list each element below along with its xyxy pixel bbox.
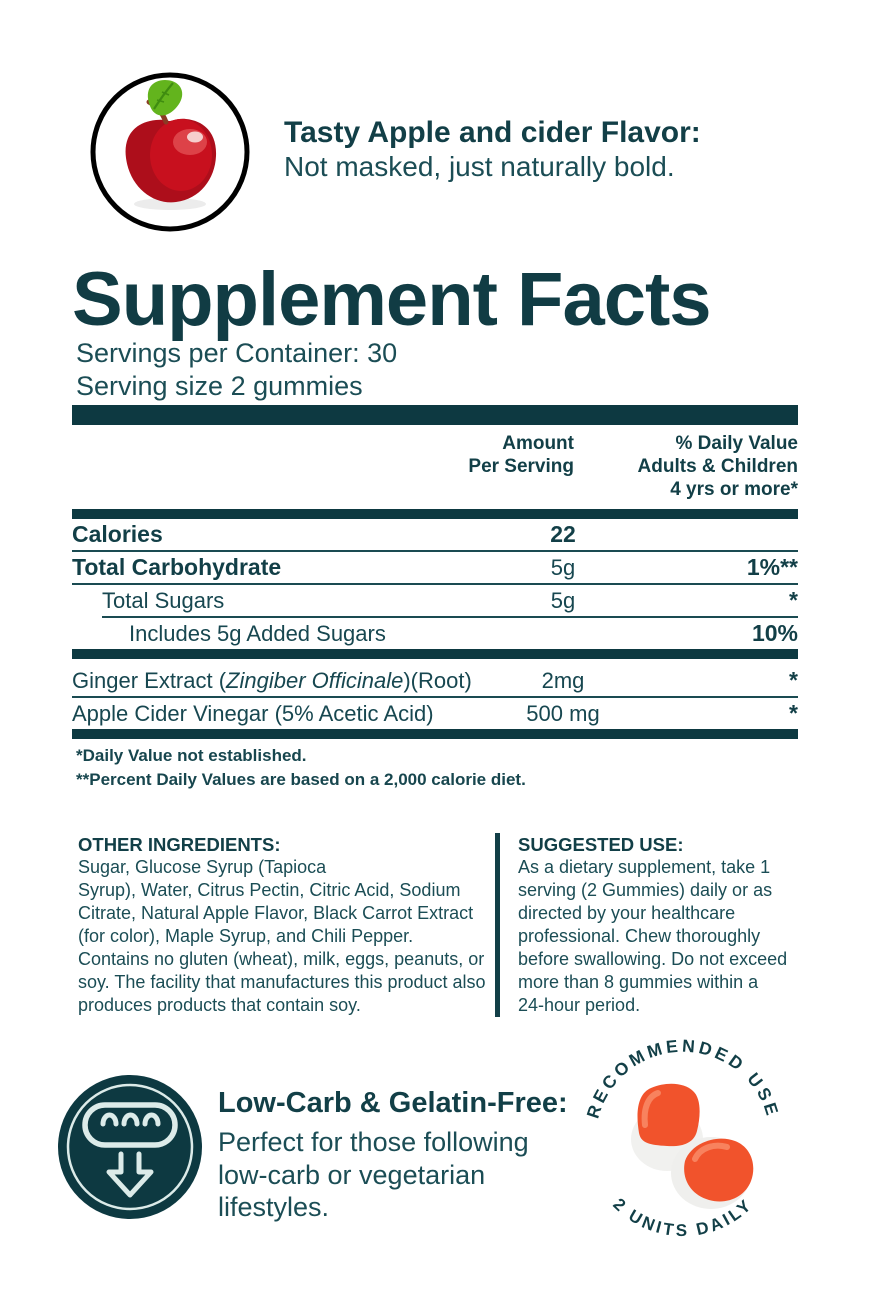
row-name-italic: Zingiber Officinale (226, 667, 404, 693)
apple-photo-icon (90, 72, 250, 232)
servings-block: Servings per Container: 30 Serving size … (76, 337, 397, 403)
serving-size: Serving size 2 gummies (76, 371, 363, 401)
row-name: Total Sugars (102, 587, 225, 613)
table-top-bar (72, 405, 798, 425)
low-carb-text-block: Low-Carb & Gelatin-Free: Perfect for tho… (218, 1086, 568, 1224)
row-divider (72, 550, 798, 552)
row-daily-value: * (789, 700, 798, 726)
footnote-percent-daily-values: **Percent Daily Values are based on a 2,… (76, 769, 526, 789)
low-carb-body: Perfect for those following low-carb or … (218, 1127, 529, 1222)
table-row-total-sugars: Total Sugars 5g * (72, 585, 798, 616)
table-row-ginger-extract: Ginger Extract (Zingiber Officinale)(Roo… (72, 665, 798, 696)
row-name: Total Carbohydrate (72, 554, 282, 580)
other-ingredients-heading: OTHER INGREDIENTS: (78, 834, 281, 855)
row-amount: 5g (550, 554, 576, 580)
flavor-subtitle: Not masked, just naturally bold. (284, 151, 675, 182)
table-row-added-sugars: Includes 5g Added Sugars 10% (72, 618, 798, 649)
suggested-use-heading: SUGGESTED USE: (518, 834, 684, 855)
info-columns: OTHER INGREDIENTS: Sugar, Glucose Syrup … (78, 833, 790, 1017)
suggested-use-body: As a dietary supplement, take 1 serving … (518, 857, 788, 1015)
row-daily-value: 1%** (746, 554, 798, 580)
row-amount: 22 (550, 521, 576, 547)
flavor-header: Tasty Apple and cider Flavor: Not masked… (88, 70, 701, 234)
row-daily-value: * (789, 667, 798, 693)
gummies-icon: RECOMMENDED USE 2 UNITS DAILY (583, 1035, 780, 1240)
recommended-use-badge: RECOMMENDED USE 2 UNITS DAILY (572, 1028, 794, 1255)
row-divider (72, 583, 798, 585)
row-divider-indented (102, 616, 798, 618)
row-amount: 2mg (541, 667, 585, 693)
row-daily-value: * (789, 587, 798, 613)
column-header-daily-value: % Daily Value Adults & Children 4 yrs or… (637, 433, 798, 500)
table-row-apple-cider-vinegar: Apple Cider Vinegar (5% Acetic Acid) 500… (72, 698, 798, 729)
bread-badge (55, 1072, 205, 1227)
row-name-post: )(Root) (403, 667, 472, 693)
row-name: Apple Cider Vinegar (5% Acetic Acid) (72, 700, 434, 726)
low-carb-title: Low-Carb & Gelatin-Free: (218, 1087, 568, 1119)
table-row-total-carbohydrate: Total Carbohydrate 5g 1%** (72, 552, 798, 583)
table-header-row: Amount Per Serving % Daily Value Adults … (72, 425, 798, 509)
suggested-use-column: SUGGESTED USE: As a dietary supplement, … (500, 833, 790, 1017)
bread-arrow-down-icon (58, 1075, 202, 1219)
flavor-text-block: Tasty Apple and cider Flavor: Not masked… (284, 70, 701, 234)
row-name-pre: Ginger Extract ( (72, 667, 227, 693)
other-ingredients-column: OTHER INGREDIENTS: Sugar, Glucose Syrup … (78, 833, 490, 1017)
servings-per-container: Servings per Container: 30 (76, 338, 398, 368)
row-divider (72, 696, 798, 698)
row-amount: 5g (550, 587, 576, 613)
row-name: Includes 5g Added Sugars (129, 620, 386, 646)
supplement-facts-table: Amount Per Serving % Daily Value Adults … (72, 405, 798, 739)
footnotes: *Daily Value not established. **Percent … (76, 744, 526, 791)
table-row-calories: Calories 22 (72, 519, 798, 550)
footnote-daily-value: *Daily Value not established. (76, 746, 307, 765)
flavor-title: Tasty Apple and cider Flavor: (284, 116, 701, 149)
row-amount: 500 mg (526, 700, 600, 726)
column-divider (495, 833, 500, 1017)
table-section-bar (72, 649, 798, 659)
table-header-bar (72, 509, 798, 519)
other-ingredients-body: Sugar, Glucose Syrup (Tapioca Syrup), Wa… (78, 857, 486, 1015)
column-header-amount: Amount Per Serving (468, 433, 574, 477)
row-name: Calories (72, 521, 163, 547)
table-bottom-bar (72, 729, 798, 739)
page-title: Supplement Facts (72, 257, 712, 342)
row-daily-value: 10% (751, 620, 798, 646)
row-name: Ginger Extract (Zingiber Officinale)(Roo… (72, 668, 488, 694)
